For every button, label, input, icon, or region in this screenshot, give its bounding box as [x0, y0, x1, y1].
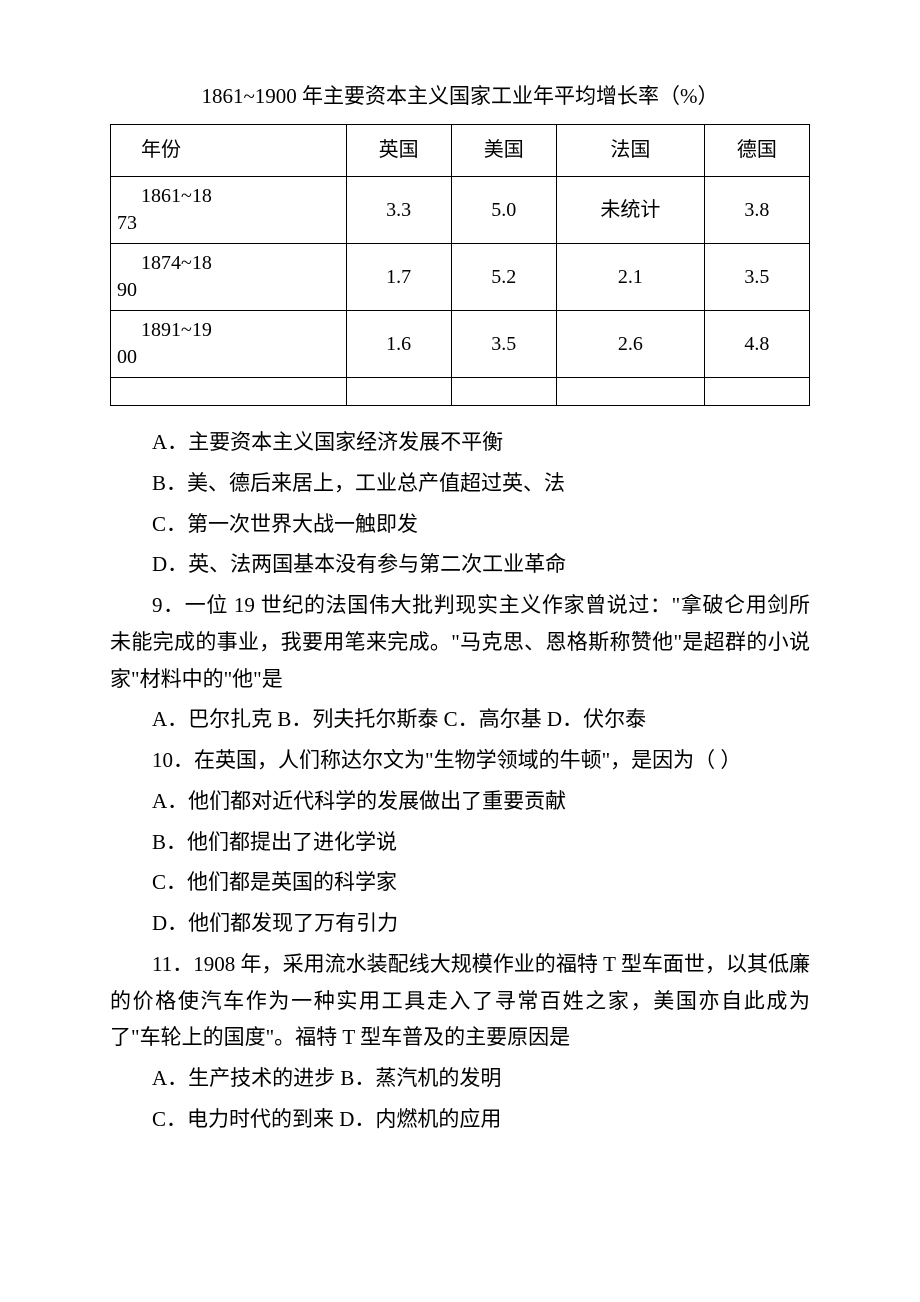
table-header-row: 年份 英国 美国 法国 德国: [111, 125, 810, 177]
growth-rate-table: 年份 英国 美国 法国 德国 1861~1873 3.3 5.0 未统计 3.8…: [110, 124, 810, 406]
col-year: 年份: [111, 125, 347, 177]
table-title: 1861~1900 年主要资本主义国家工业年平均增长率（%）: [110, 80, 810, 110]
q9-stem: 9．一位 19 世纪的法国伟大批判现实主义作家曾说过："拿破仑用剑所未能完成的事…: [110, 587, 810, 697]
q10-option-d: D．他们都发现了万有引力: [110, 905, 810, 942]
cell: 未统计: [556, 177, 704, 244]
q8-option-d: D．英、法两国基本没有参与第二次工业革命: [110, 546, 810, 583]
col-uk: 英国: [346, 125, 451, 177]
cell: 5.0: [451, 177, 556, 244]
cell-year-3: 1891~1900: [111, 311, 347, 378]
q10-option-a: A．他们都对近代科学的发展做出了重要贡献: [110, 783, 810, 820]
cell-year-1: 1861~1873: [111, 177, 347, 244]
q9-options: A．巴尔扎克 B．列夫托尔斯泰 C．高尔基 D．伏尔泰: [110, 701, 810, 738]
table-row: 1891~1900 1.6 3.5 2.6 4.8: [111, 311, 810, 378]
col-fr: 法国: [556, 125, 704, 177]
q11-options-line2: C．电力时代的到来 D．内燃机的应用: [110, 1101, 810, 1138]
q11-options-line1: A．生产技术的进步 B．蒸汽机的发明: [110, 1060, 810, 1097]
q8-option-b: B．美、德后来居上，工业总产值超过英、法: [110, 465, 810, 502]
table-row: 1861~1873 3.3 5.0 未统计 3.8: [111, 177, 810, 244]
cell: 1.7: [346, 244, 451, 311]
cell-year-2: 1874~1890: [111, 244, 347, 311]
q8-option-a: A．主要资本主义国家经济发展不平衡: [110, 424, 810, 461]
cell: 3.3: [346, 177, 451, 244]
q11-stem: 11．1908 年，采用流水装配线大规模作业的福特 T 型车面世，以其低廉的价格…: [110, 946, 810, 1056]
cell: 5.2: [451, 244, 556, 311]
cell: 3.5: [704, 244, 809, 311]
col-us: 美国: [451, 125, 556, 177]
cell: 2.6: [556, 311, 704, 378]
table-empty-row: [111, 378, 810, 406]
cell: 1.6: [346, 311, 451, 378]
cell: 3.5: [451, 311, 556, 378]
q10-option-c: C．他们都是英国的科学家: [110, 864, 810, 901]
cell: 4.8: [704, 311, 809, 378]
q8-option-c: C．第一次世界大战一触即发: [110, 506, 810, 543]
q10-stem: 10．在英国，人们称达尔文为"生物学领域的牛顿"，是因为（ ）: [110, 742, 810, 779]
cell: 3.8: [704, 177, 809, 244]
q10-option-b: B．他们都提出了进化学说: [110, 824, 810, 861]
cell: 2.1: [556, 244, 704, 311]
col-de: 德国: [704, 125, 809, 177]
table-row: 1874~1890 1.7 5.2 2.1 3.5: [111, 244, 810, 311]
